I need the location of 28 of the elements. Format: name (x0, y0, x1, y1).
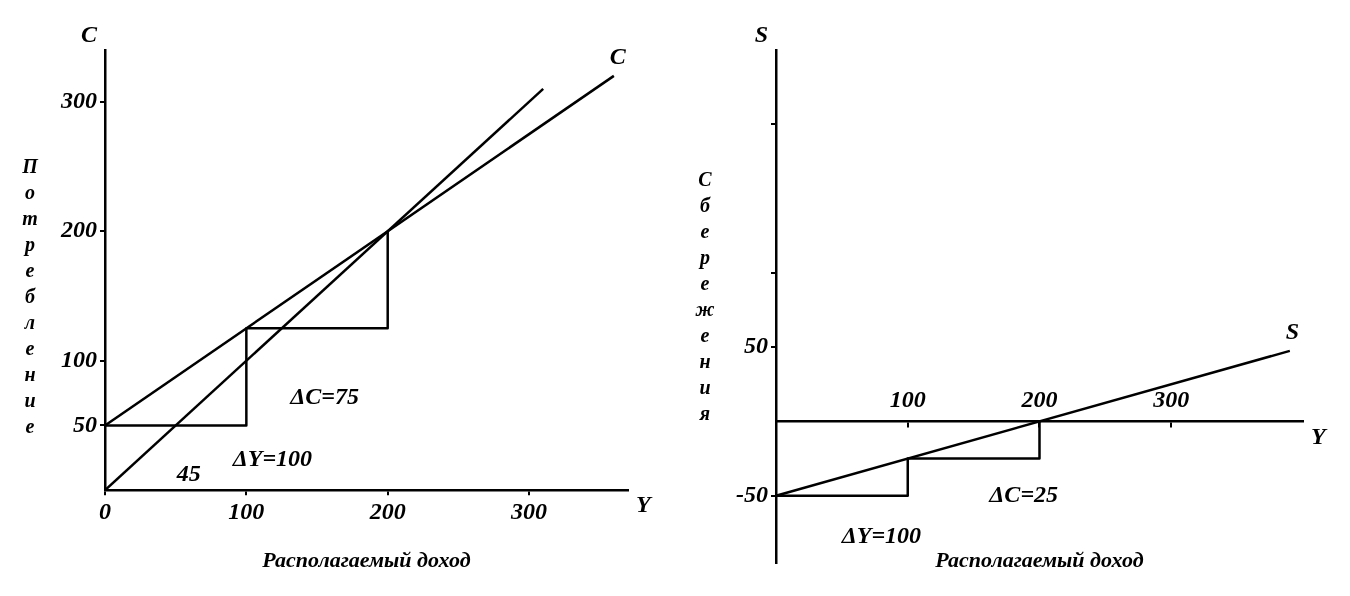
annotation: 45 (175, 460, 201, 486)
x-axis-title: Располагаемый доход (934, 546, 1144, 572)
annotation: ΔY=100 (231, 444, 313, 471)
y-tick-label: 300 (60, 86, 97, 113)
annotation: ΔC=75 (289, 382, 360, 409)
y-axis-title: Потребление (18, 155, 42, 441)
x-tick-label: 300 (510, 497, 548, 524)
y-axis-title: Сбережения (693, 168, 717, 428)
x-tick-label: 100 (228, 497, 265, 524)
text: S (754, 21, 768, 48)
series-label: C (609, 43, 627, 70)
y-tick-label: 100 (61, 345, 97, 372)
text: C (80, 21, 98, 48)
x-tick-label: 100 (889, 386, 926, 413)
y-tick-label: 50 (743, 332, 768, 359)
y-tick-label: 50 (73, 410, 97, 437)
text: Y (1311, 422, 1328, 449)
x-tick-label: 300 (1152, 386, 1190, 413)
y-tick-label: 200 (60, 216, 97, 243)
x-axis-title: Располагаемый доход (261, 546, 471, 572)
y-tick-label: -50 (735, 480, 768, 507)
annotation: ΔY=100 (840, 522, 922, 549)
text: Y (636, 491, 653, 518)
x-tick-label: 200 (1020, 386, 1058, 413)
annotation: ΔC=25 (988, 481, 1059, 508)
x-tick-label: 200 (368, 497, 406, 524)
x-tick-label: 0 (99, 497, 111, 524)
series-label: S (1285, 318, 1300, 345)
